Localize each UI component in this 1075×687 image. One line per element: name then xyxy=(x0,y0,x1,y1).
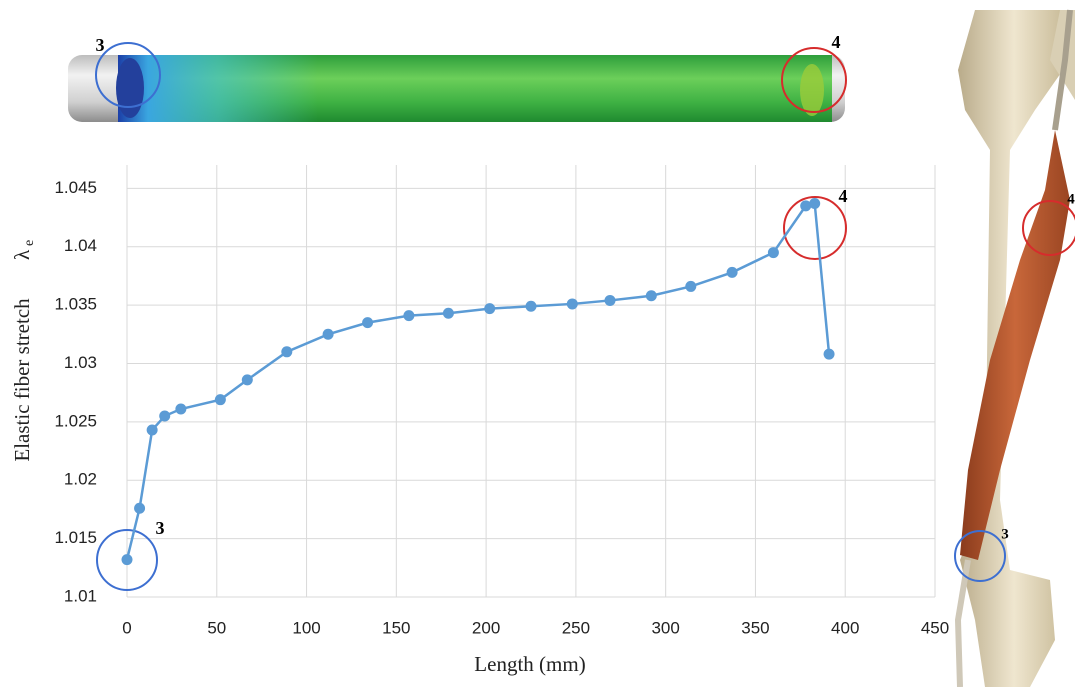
muscle xyxy=(960,130,1070,560)
y-tick-label: 1.04 xyxy=(64,236,97,255)
series-line xyxy=(127,204,829,560)
y-tick-label: 1.015 xyxy=(54,528,97,547)
annotation-label: 4 xyxy=(839,186,848,206)
anatomy-label: 4 xyxy=(1067,191,1075,207)
anatomy-label: 3 xyxy=(1001,526,1009,542)
y-axis-title: Elastic fiber stretch xyxy=(10,298,34,462)
chart: 0 50 100 150 200 250 300 350 400 450 1.01 1.015 1.02… xyxy=(10,165,949,676)
data-point xyxy=(147,425,158,436)
tube-low-spot xyxy=(116,58,144,118)
y-tick-label: 1.035 xyxy=(54,295,97,314)
data-point xyxy=(567,298,578,309)
y-tick-label: 1.03 xyxy=(64,353,97,372)
data-point xyxy=(175,404,186,415)
data-point xyxy=(824,349,835,360)
x-tick-label: 250 xyxy=(562,618,590,637)
data-point xyxy=(768,247,779,258)
tube-label: 3 xyxy=(96,35,105,55)
data-point xyxy=(685,281,696,292)
data-point xyxy=(134,503,145,514)
tube-high-spot xyxy=(800,64,824,116)
data-point xyxy=(605,295,616,306)
y-axis-symbol: λ xyxy=(10,249,34,260)
y-axis-subscript: e xyxy=(22,240,37,246)
x-tick-label: 400 xyxy=(831,618,859,637)
data-point xyxy=(122,554,133,565)
tube-low-region xyxy=(118,55,318,122)
x-tick-label: 350 xyxy=(741,618,769,637)
x-tick-label: 0 xyxy=(122,618,131,637)
figure: 3 4 3 4 0 50 100 150 200 250 300 350 400 450 1.01 1… xyxy=(0,0,1075,687)
data-point xyxy=(443,308,454,319)
data-point xyxy=(323,329,334,340)
y-tick-label: 1.045 xyxy=(54,178,97,197)
data-point xyxy=(727,267,738,278)
x-tick-label: 50 xyxy=(207,618,226,637)
y-axis-title-group: Elastic fiber stretch λ e xyxy=(10,240,37,462)
tube-image: 3 4 xyxy=(68,32,846,122)
data-point xyxy=(403,310,414,321)
data-point xyxy=(159,411,170,422)
data-point xyxy=(484,303,495,314)
x-tick-label: 300 xyxy=(651,618,679,637)
data-point xyxy=(242,374,253,385)
x-tick-label: 200 xyxy=(472,618,500,637)
x-tick-label: 100 xyxy=(292,618,320,637)
data-point xyxy=(526,301,537,312)
tube-label: 4 xyxy=(832,32,841,52)
annotation-label: 3 xyxy=(156,518,165,538)
data-point xyxy=(281,346,292,357)
data-point xyxy=(809,198,820,209)
anatomy-image: 3 4 xyxy=(955,10,1075,687)
x-axis-title: Length (mm) xyxy=(474,652,585,676)
y-tick-label: 1.02 xyxy=(64,470,97,489)
data-point xyxy=(646,290,657,301)
data-point xyxy=(215,394,226,405)
data-point xyxy=(362,317,373,328)
tendon xyxy=(958,560,968,687)
y-tick-label: 1.025 xyxy=(54,411,97,430)
y-tick-label: 1.01 xyxy=(64,586,97,605)
x-tick-label: 150 xyxy=(382,618,410,637)
x-tick-label: 450 xyxy=(921,618,949,637)
